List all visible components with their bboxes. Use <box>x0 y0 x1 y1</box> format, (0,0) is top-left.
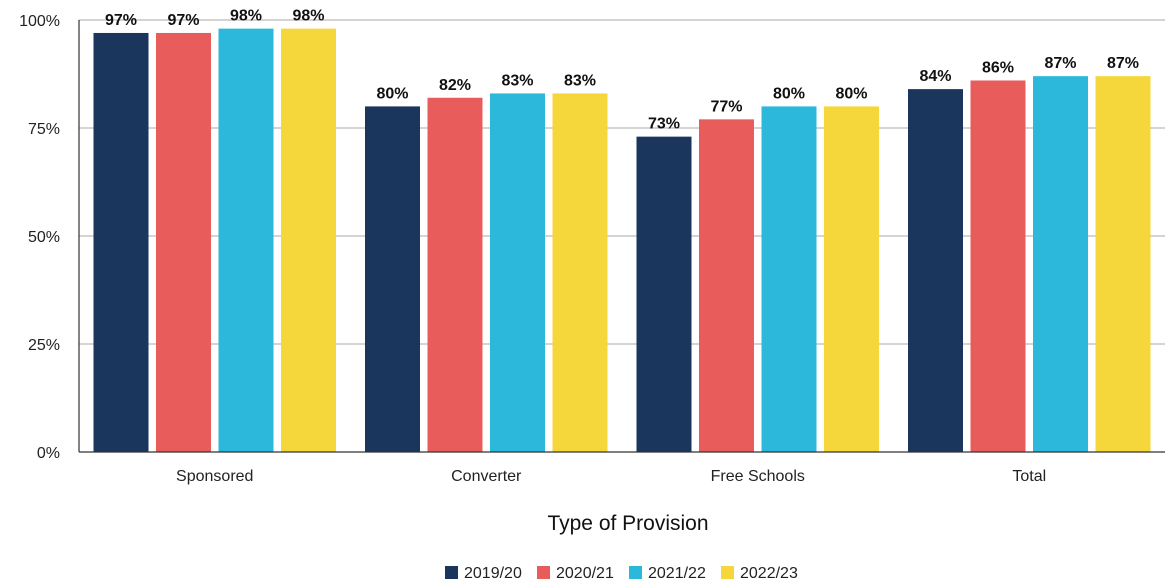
y-tick-label: 100% <box>19 13 60 30</box>
axes: 0% 25% 50% 75% 100% Sponsored Converter Free Sc… <box>19 13 1165 485</box>
legend-label: 2020/21 <box>556 565 614 582</box>
bar <box>970 80 1026 452</box>
data-label: 84% <box>919 68 951 85</box>
x-tick-label: Sponsored <box>176 468 253 485</box>
x-tick-label: Converter <box>451 468 522 485</box>
data-label: 80% <box>376 85 408 102</box>
bars <box>93 28 1151 453</box>
y-tick-label: 0% <box>37 445 60 462</box>
data-label: 80% <box>835 85 867 102</box>
data-label: 98% <box>292 8 324 25</box>
data-label: 97% <box>105 12 137 29</box>
bar <box>218 28 274 452</box>
bar <box>281 28 336 452</box>
legend-swatch <box>721 566 734 579</box>
bar <box>699 119 754 453</box>
bar <box>761 106 817 453</box>
data-label: 73% <box>648 116 680 133</box>
bar <box>1033 76 1088 452</box>
bar <box>427 97 483 452</box>
legend-label: 2022/23 <box>740 565 798 582</box>
legend-label: 2021/22 <box>648 565 706 582</box>
data-labels: 97% 97% 98% 98% 80% 82% 83% 83% 73% 77% 80% 80% 84% 8… <box>105 8 1139 133</box>
data-label: 97% <box>167 12 199 29</box>
data-label: 80% <box>773 85 805 102</box>
data-label: 86% <box>982 59 1014 76</box>
legend-swatch <box>445 566 458 579</box>
bar <box>824 106 879 453</box>
legend-swatch <box>629 566 642 579</box>
data-label: 87% <box>1107 55 1139 72</box>
legend: 2019/20 2020/21 2021/22 2022/23 <box>445 565 798 582</box>
data-label: 83% <box>564 72 596 89</box>
bar <box>93 32 149 453</box>
data-label: 83% <box>501 72 533 89</box>
legend-swatch <box>537 566 550 579</box>
y-tick-label: 25% <box>28 337 60 354</box>
data-label: 98% <box>230 8 262 25</box>
data-label: 87% <box>1044 55 1076 72</box>
bar <box>490 93 545 452</box>
y-tick-label: 50% <box>28 229 60 246</box>
x-tick-label: Free Schools <box>711 468 805 485</box>
x-tick-label: Total <box>1012 468 1046 485</box>
y-tick-label: 75% <box>28 121 60 138</box>
bar <box>156 32 211 453</box>
bar <box>908 89 963 453</box>
data-label: 82% <box>439 77 471 94</box>
bar <box>365 106 420 453</box>
x-axis-title: Type of Provision <box>547 512 708 535</box>
bar <box>1095 76 1151 452</box>
bar <box>552 93 608 452</box>
legend-label: 2019/20 <box>464 565 522 582</box>
data-label: 77% <box>710 98 742 115</box>
bar <box>636 136 692 452</box>
